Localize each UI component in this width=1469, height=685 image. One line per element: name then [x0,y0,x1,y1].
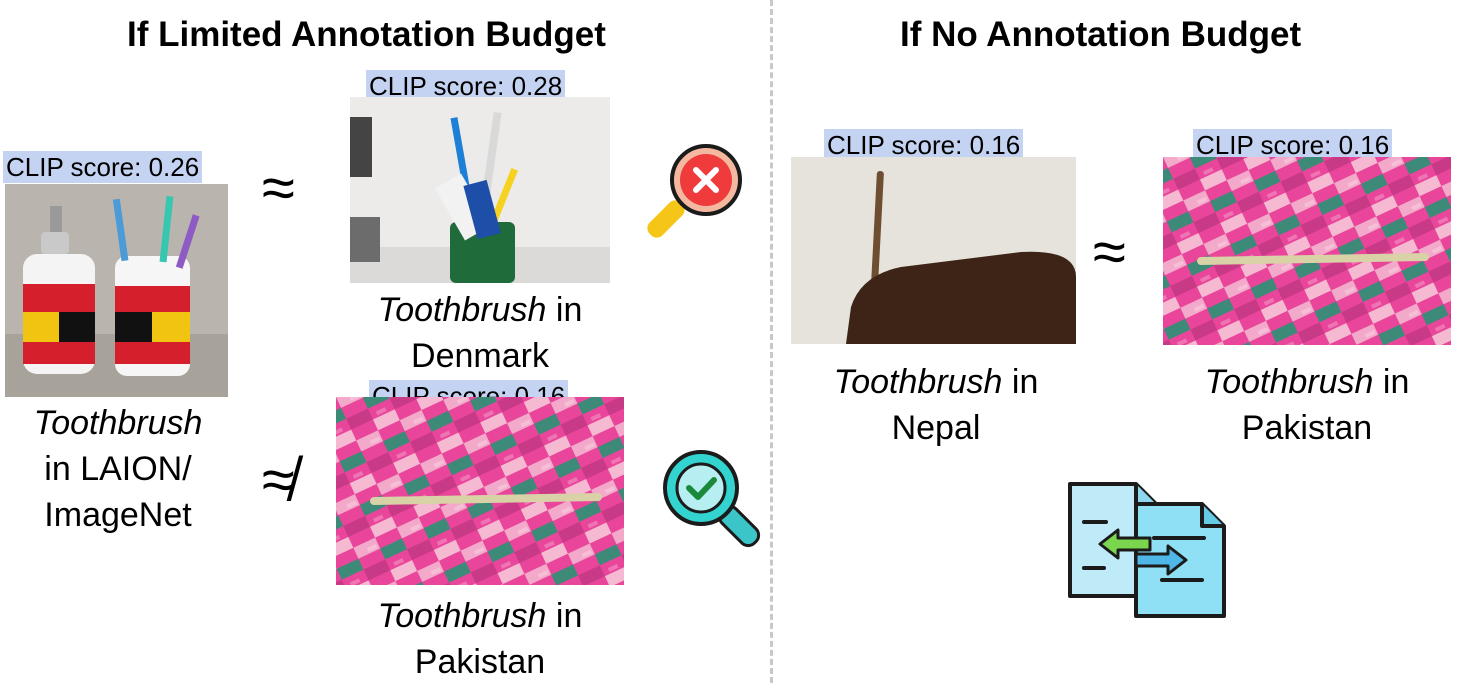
nepal-caption-object: Toothbrush [833,363,1003,401]
pakistan-right-caption-object: Toothbrush [1204,363,1374,401]
pakistan-right-toothbrush-image [1163,157,1451,345]
nepal-caption-in: in [1002,363,1039,401]
denmark-caption-in: in [546,291,583,329]
denmark-caption: Toothbrush in Denmark [350,287,610,379]
pakistan-left-caption-in: in [546,597,583,635]
denmark-caption-object: Toothbrush [377,291,547,329]
denmark-clip-score: CLIP score: 0.28 [366,70,566,102]
nepal-caption-country: Nepal [891,409,981,447]
not-approx-equal-symbol: ≉ [262,446,295,513]
reference-toothbrush-image [5,184,228,397]
nepal-toothbrush-image [791,157,1076,344]
reference-caption-object: Toothbrush [33,404,203,442]
pakistan-right-caption-in: in [1373,363,1410,401]
pakistan-left-caption-object: Toothbrush [377,597,547,635]
left-panel-title: If Limited Annotation Budget [127,15,606,54]
pakistan-left-caption-country: Pakistan [414,643,546,681]
panel-divider [770,0,773,683]
approx-equal-symbol: ≈ [262,154,295,221]
approx-equal-symbol-right: ≈ [1093,218,1126,285]
reference-clip-score: CLIP score: 0.26 [3,151,203,183]
pakistan-left-toothbrush-image [336,397,624,585]
reference-caption: Toothbrush in LAION/ ImageNet [0,400,236,538]
reference-caption-line2: in LAION/ [44,450,192,488]
denmark-toothbrush-image [350,97,610,283]
right-panel-title: If No Annotation Budget [900,15,1302,54]
magnifier-reject-icon [638,140,750,248]
nepal-clip-score: CLIP score: 0.16 [824,129,1024,161]
document-exchange-icon [1066,480,1226,620]
pakistan-right-caption-country: Pakistan [1241,409,1373,447]
magnifier-accept-icon [656,448,768,558]
pakistan-right-clip-score: CLIP score: 0.16 [1193,129,1393,161]
denmark-caption-country: Denmark [411,337,549,375]
reference-caption-line3: ImageNet [44,496,192,534]
pakistan-right-caption: Toothbrush in Pakistan [1163,359,1451,451]
nepal-caption: Toothbrush in Nepal [791,359,1081,451]
pakistan-left-caption: Toothbrush in Pakistan [336,593,624,685]
